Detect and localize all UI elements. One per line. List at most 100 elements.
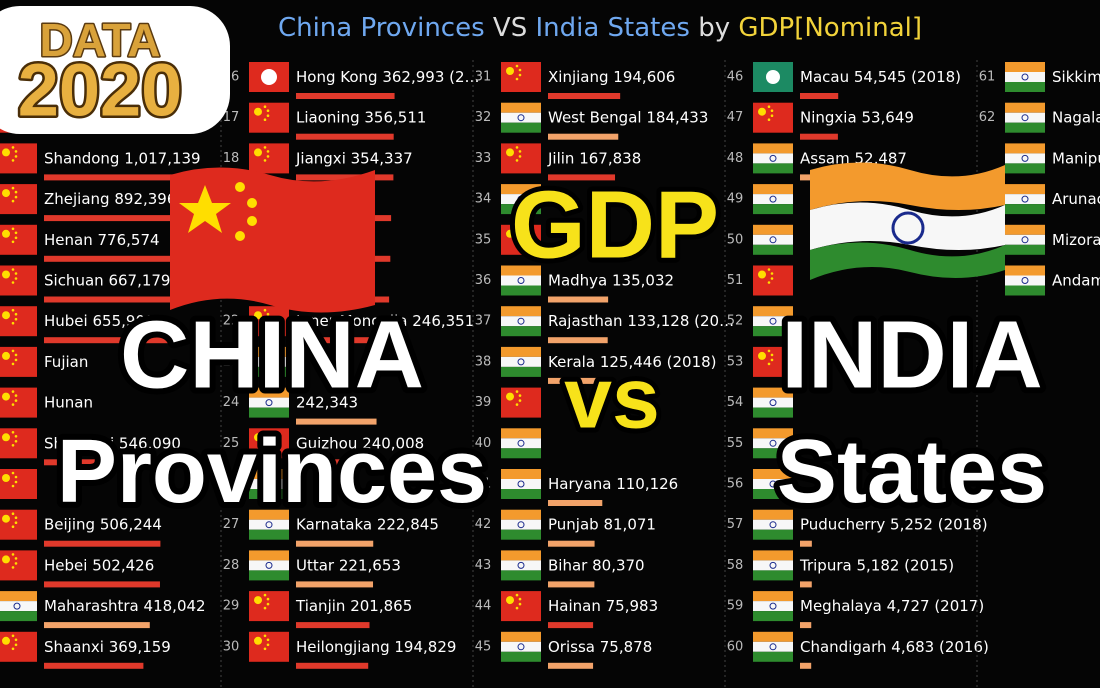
value-label: 75,983 bbox=[606, 597, 659, 615]
flag-stripe bbox=[501, 570, 541, 581]
value-label: 506,244 bbox=[100, 515, 162, 533]
flag-stripe bbox=[501, 489, 541, 499]
flag bbox=[0, 469, 37, 499]
flag-stripe bbox=[501, 560, 541, 571]
flag-cloth bbox=[0, 428, 37, 459]
value-label: 242,343 bbox=[296, 393, 358, 411]
flag-star bbox=[770, 109, 774, 112]
entity-name: Shaanxi bbox=[44, 637, 104, 655]
flag-star bbox=[515, 390, 519, 393]
flag-star bbox=[266, 109, 270, 112]
rank: 62 bbox=[979, 110, 996, 125]
flag-star bbox=[11, 146, 15, 149]
flag-wheel bbox=[1021, 73, 1029, 81]
flag-star bbox=[758, 351, 766, 360]
flag-wheel bbox=[1021, 114, 1029, 122]
flag-star bbox=[770, 272, 774, 275]
flag bbox=[501, 387, 541, 418]
flag-wheel bbox=[517, 317, 525, 325]
flag-wheel bbox=[769, 154, 777, 162]
flag-star bbox=[14, 195, 18, 199]
flag-star bbox=[254, 107, 262, 116]
flag-wheel bbox=[517, 195, 525, 203]
bar bbox=[548, 500, 603, 506]
flag-cloth bbox=[0, 509, 37, 540]
rank: 50 bbox=[727, 232, 744, 247]
flag-star bbox=[14, 277, 18, 280]
flag-star bbox=[14, 236, 18, 240]
flag-star bbox=[506, 392, 514, 401]
bar bbox=[548, 540, 595, 547]
flag-wheel bbox=[769, 195, 777, 203]
flag bbox=[249, 102, 289, 133]
overlay-text: States bbox=[777, 422, 1047, 522]
flag bbox=[501, 428, 541, 459]
flag-stripe bbox=[501, 550, 541, 561]
flag-stripe bbox=[501, 346, 541, 357]
rank: 51 bbox=[727, 273, 744, 288]
entity-name: Sichuan bbox=[44, 271, 104, 289]
flag bbox=[0, 591, 37, 622]
entity-name: West Bengal bbox=[548, 108, 642, 126]
flag-stripe bbox=[753, 224, 793, 235]
flag-cloth bbox=[0, 550, 37, 581]
flag-star bbox=[263, 159, 267, 162]
flag-stripe bbox=[249, 469, 289, 479]
flag-star bbox=[2, 311, 10, 320]
entity-name: Inner Mongolia bbox=[296, 312, 407, 330]
rank: 37 bbox=[475, 314, 492, 329]
row-label: Hunan bbox=[44, 393, 93, 411]
flag-star bbox=[263, 444, 267, 447]
bar bbox=[800, 622, 812, 629]
flag bbox=[0, 509, 37, 540]
flag-stripe bbox=[753, 601, 793, 612]
rank: 25 bbox=[223, 436, 240, 451]
row-label: Hebei 502,426 bbox=[44, 556, 154, 574]
flag-cloth bbox=[249, 143, 289, 174]
flag-star bbox=[506, 148, 514, 157]
value-label: 52,487 bbox=[854, 149, 907, 167]
bar bbox=[800, 662, 812, 669]
entity-name: Tianjin bbox=[295, 597, 345, 615]
flag-stripe bbox=[501, 122, 541, 133]
flag-wheel bbox=[1021, 195, 1029, 203]
flag-stripe bbox=[249, 489, 289, 499]
flag-stripe bbox=[249, 529, 289, 540]
flag-star bbox=[14, 150, 18, 153]
flag-star bbox=[263, 321, 267, 325]
flag bbox=[753, 591, 793, 622]
flag-wheel bbox=[769, 236, 777, 244]
flag-wheel bbox=[517, 358, 525, 366]
value-label: 418,042 bbox=[144, 597, 206, 615]
entity-name: Macau bbox=[800, 68, 849, 86]
flag bbox=[753, 631, 793, 662]
flag-stripe bbox=[501, 102, 541, 113]
flag-star bbox=[2, 392, 10, 401]
value-label: 75,878 bbox=[600, 637, 653, 655]
flag-stripe bbox=[249, 397, 289, 408]
flag-star bbox=[266, 643, 270, 647]
overlay-text: vs bbox=[564, 351, 660, 447]
rank: 54 bbox=[727, 395, 744, 410]
flag-star bbox=[263, 118, 267, 121]
flag-stripe bbox=[501, 194, 541, 205]
flag-cloth bbox=[0, 469, 37, 499]
value-label: 133,128 (20… bbox=[627, 312, 734, 330]
bar bbox=[296, 418, 377, 425]
flag-star bbox=[11, 431, 15, 434]
flag-star bbox=[14, 475, 18, 479]
flag-star bbox=[515, 593, 519, 597]
row-label: Jilin 167,838 bbox=[547, 149, 641, 167]
row-label: Kerala 125,446 (2018) bbox=[548, 352, 717, 370]
flag-star bbox=[14, 480, 18, 484]
flag-cloth bbox=[501, 62, 541, 92]
bar bbox=[44, 296, 178, 303]
flag-stripe bbox=[249, 346, 289, 357]
flag-stripe bbox=[1005, 112, 1045, 123]
flag-star bbox=[11, 321, 15, 325]
flag-stripe bbox=[1005, 244, 1045, 255]
flag-star bbox=[2, 636, 10, 645]
entity-name: Nagala bbox=[1052, 108, 1100, 126]
flag-stripe bbox=[501, 326, 541, 337]
flag bbox=[753, 346, 793, 377]
